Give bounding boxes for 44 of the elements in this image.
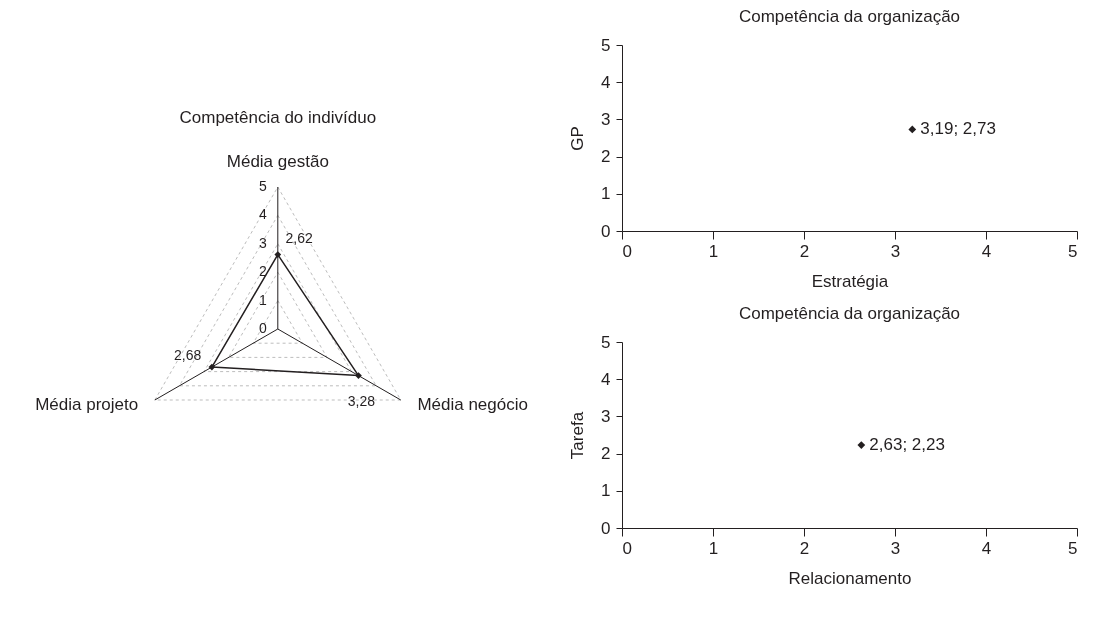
y-axis-title: GP [568, 126, 588, 151]
x-axis-title: Estratégia [811, 271, 889, 291]
y-tick-label: 2 [601, 147, 611, 167]
y-tick-label: 4 [259, 206, 267, 223]
y-tick-label: 4 [601, 369, 611, 389]
x-tick-label: 0 [622, 241, 632, 261]
y-tick-label: 2 [259, 263, 267, 280]
x-tick-label: 1 [708, 538, 719, 558]
y-tick-label: 4 [601, 72, 611, 92]
y-tick-label: 3 [601, 109, 611, 129]
spoke-label: Média negócio [417, 394, 528, 414]
y-tick-label: 5 [601, 35, 611, 55]
x-tick-label: 2 [799, 241, 810, 261]
x-tick-label: 4 [981, 538, 992, 558]
chart-title: Competência da organização [738, 7, 961, 26]
y-tick-label: 3 [601, 406, 611, 426]
y-tick-label: 5 [601, 332, 611, 352]
data-label: 2,62 [285, 229, 313, 246]
data-label: 3,28 [347, 392, 376, 409]
data-label: 3,19; 2,73 [920, 119, 996, 139]
data-label: 2,68 [174, 347, 202, 364]
data-label: 2,63; 2,23 [869, 435, 945, 455]
x-tick-label: 0 [622, 538, 632, 558]
x-tick-label: 1 [708, 241, 719, 261]
y-tick-label: 0 [601, 221, 611, 241]
y-tick-label: 1 [601, 481, 611, 501]
x-tick-label: 3 [890, 241, 901, 261]
x-tick-label: 4 [981, 241, 992, 261]
chart-title: Competência da organização [738, 304, 961, 323]
y-axis-title: Tarefa [568, 411, 588, 460]
y-tick-label: 0 [259, 320, 267, 336]
y-tick-label: 5 [259, 178, 267, 194]
y-tick-label: 0 [601, 518, 611, 538]
y-tick-label: 2 [601, 444, 611, 464]
chart-title: Competência do indivíduo [179, 108, 377, 128]
x-tick-label: 5 [1068, 241, 1078, 261]
spoke-label: Média gestão [226, 152, 329, 172]
y-tick-label: 1 [601, 184, 611, 204]
x-tick-label: 3 [890, 538, 901, 558]
spoke-label: Média projeto [35, 394, 139, 414]
x-axis-title: Relacionamento [788, 568, 912, 588]
x-tick-label: 5 [1068, 538, 1078, 558]
x-tick-label: 2 [799, 538, 810, 558]
y-tick-label: 1 [259, 291, 267, 308]
